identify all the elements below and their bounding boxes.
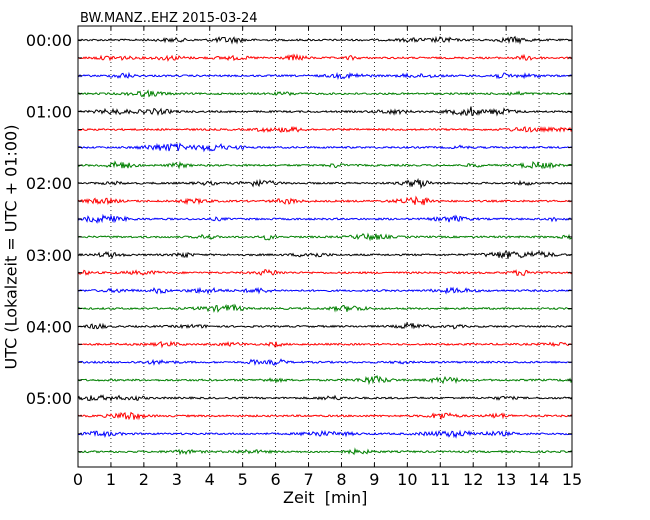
- trace-0345: [77, 303, 573, 313]
- x-tick-label: 3: [172, 470, 182, 489]
- x-tick-label: 9: [369, 470, 379, 489]
- chart-title: BW.MANZ..EHZ 2015-03-24: [80, 11, 258, 26]
- x-tick-label: 10: [397, 470, 417, 489]
- y-tick-label: 05:00: [26, 389, 72, 408]
- tick-labels: 0 1 2 3 4 5 6 7 8 9 10 11 12 13 14 1500:0001:0002:0003:…: [26, 31, 582, 489]
- x-tick-label: 5: [238, 470, 248, 489]
- x-tick-label: 11: [430, 470, 450, 489]
- trace-0000: [77, 35, 573, 45]
- trace-0515: [77, 411, 573, 421]
- x-tick-label: 4: [205, 470, 215, 489]
- trace-0030: [77, 71, 573, 80]
- y-tick-label: 02:00: [26, 174, 72, 193]
- y-axis-label: UTC (Lokalzeit = UTC + 01:00): [1, 124, 21, 370]
- trace-0330: [77, 286, 573, 295]
- trace-0115: [77, 126, 573, 133]
- trace-0045: [77, 89, 573, 98]
- trace-0245: [77, 232, 573, 242]
- trace-0230: [77, 213, 573, 224]
- y-tick-label: 00:00: [26, 31, 72, 50]
- trace-0130: [77, 142, 573, 153]
- axis-ticks: [77, 26, 573, 467]
- x-tick-label: 1: [106, 470, 116, 489]
- trace-0145: [77, 160, 573, 170]
- x-tick-label: 7: [303, 470, 313, 489]
- trace-0100: [77, 106, 573, 117]
- trace-0315: [77, 269, 573, 277]
- y-tick-label: 04:00: [26, 317, 72, 336]
- trace-0200: [77, 177, 573, 190]
- trace-0545: [77, 447, 573, 456]
- x-tick-label: 14: [529, 470, 549, 489]
- trace-0415: [77, 340, 573, 349]
- trace-0215: [77, 195, 573, 206]
- trace-0530: [77, 429, 573, 439]
- trace-0400: [77, 321, 573, 330]
- trace-0015: [77, 53, 573, 62]
- x-tick-label: 2: [139, 470, 149, 489]
- x-tick-label: 12: [463, 470, 483, 489]
- trace-0500: [77, 394, 573, 402]
- y-tick-label: 03:00: [26, 246, 72, 265]
- trace-0430: [77, 358, 573, 366]
- x-tick-label: 0: [73, 470, 83, 489]
- trace-0445: [77, 374, 573, 386]
- seismogram-traces: [77, 35, 573, 456]
- trace-0300: [77, 250, 573, 260]
- x-tick-label: 6: [271, 470, 281, 489]
- x-tick-label: 15: [562, 470, 582, 489]
- x-tick-label: 8: [336, 470, 346, 489]
- x-axis-label: Zeit [min]: [283, 488, 368, 507]
- x-tick-label: 13: [496, 470, 516, 489]
- plot-frame: [77, 25, 573, 468]
- y-tick-label: 01:00: [26, 103, 72, 122]
- grid-lines: [110, 26, 540, 467]
